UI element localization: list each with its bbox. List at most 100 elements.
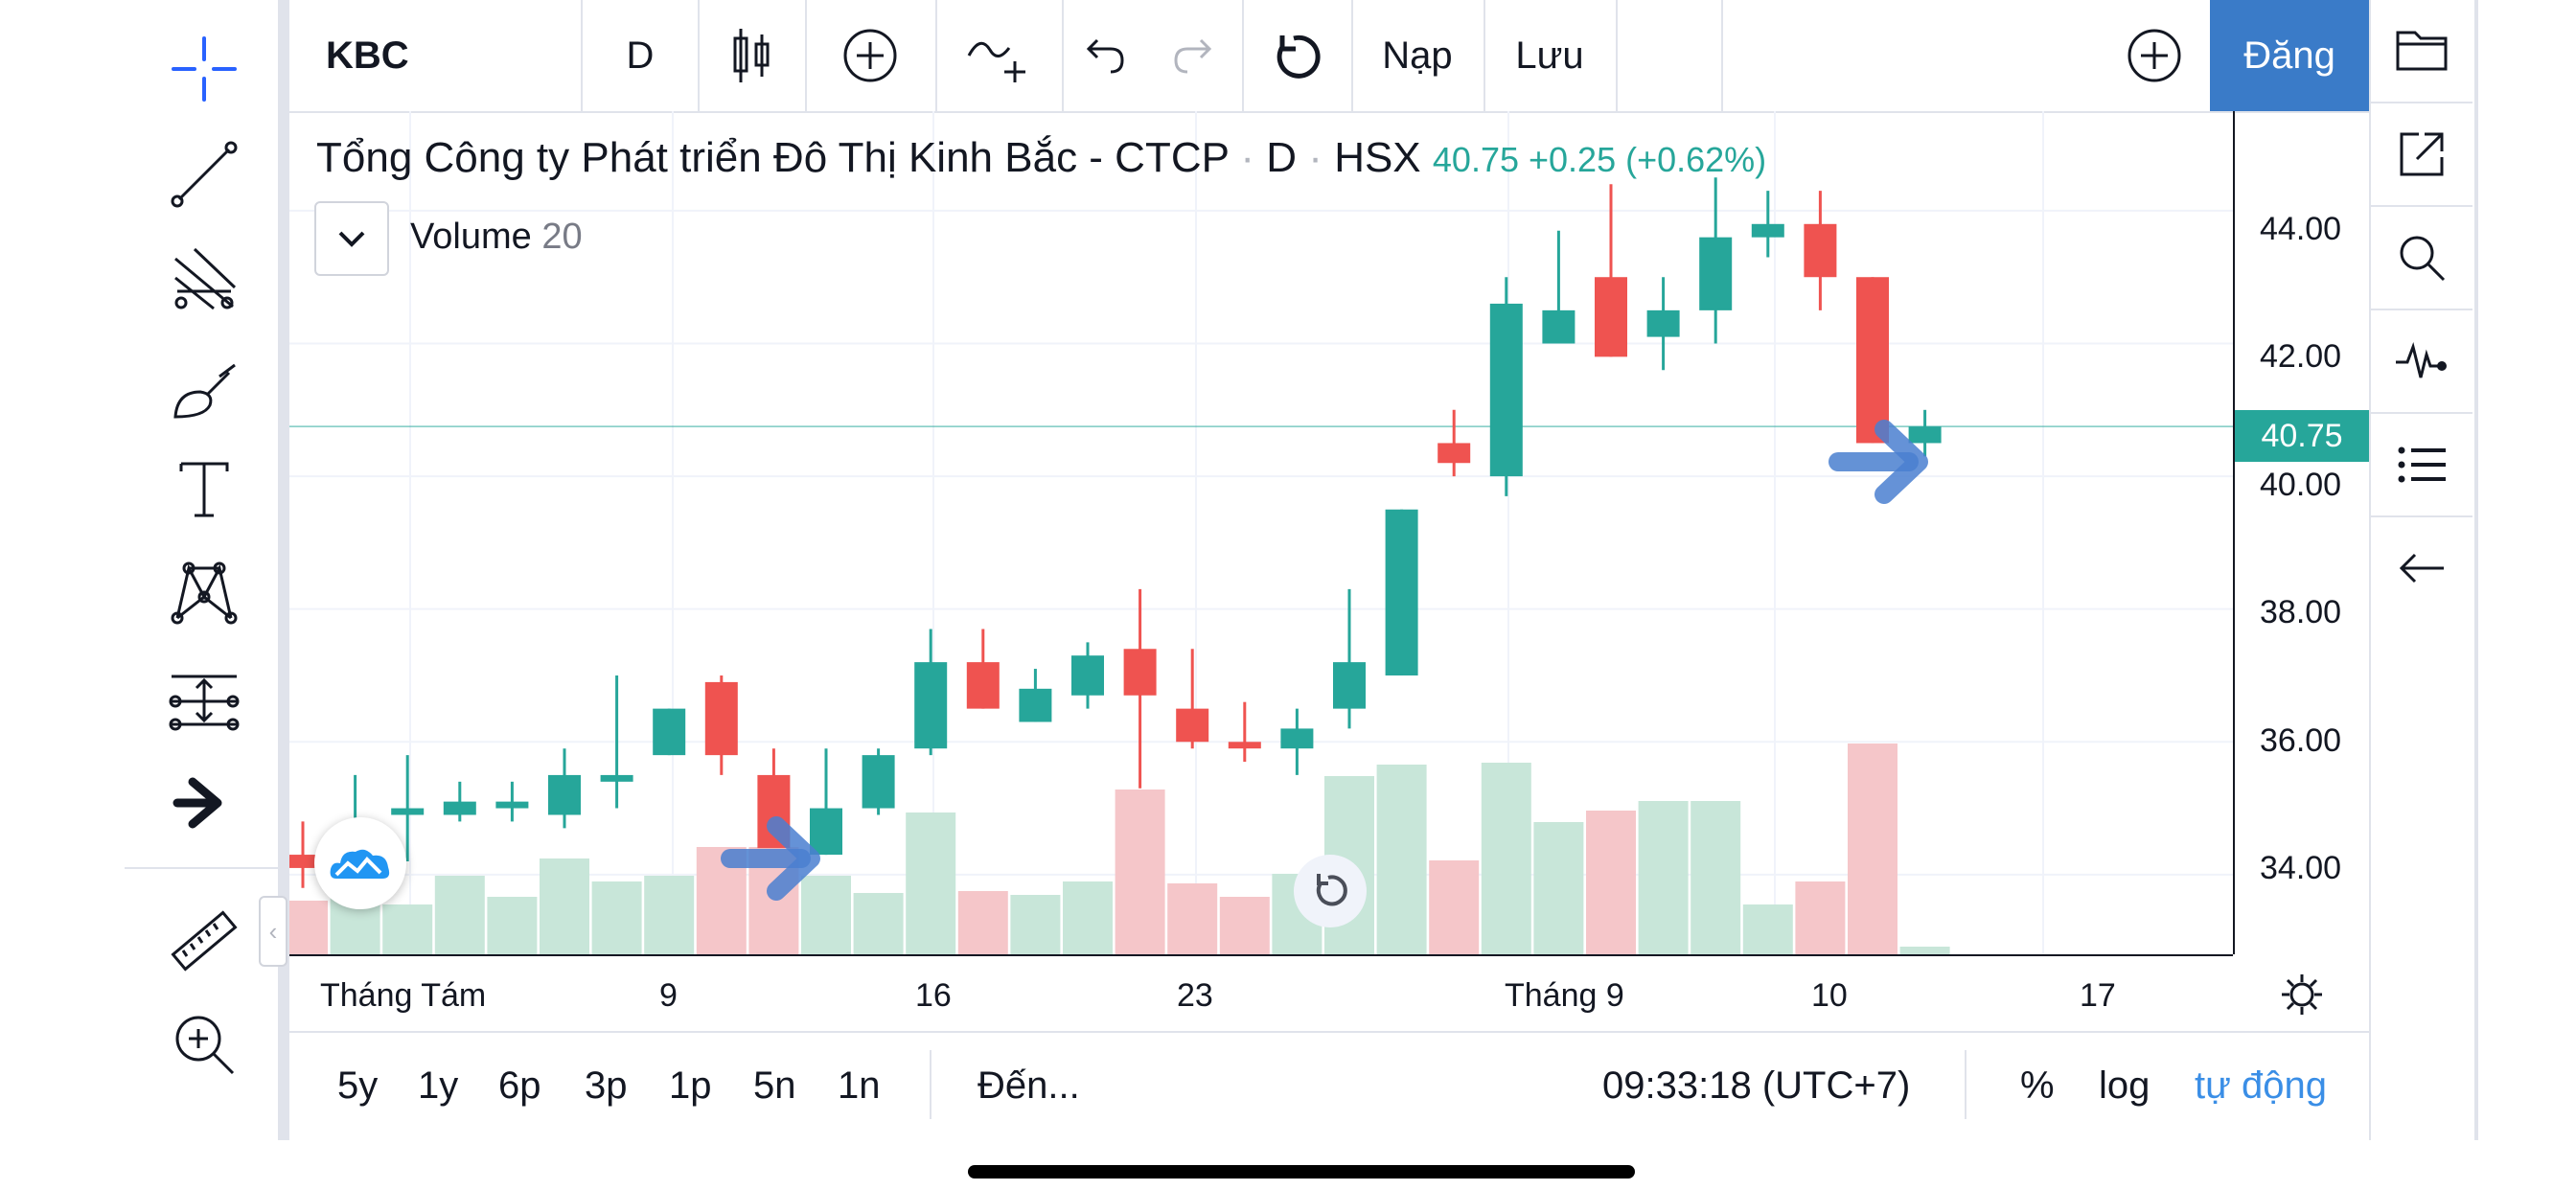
candle-body bbox=[704, 681, 738, 756]
volume-indicator-label[interactable]: Volume 20 bbox=[410, 217, 583, 258]
zoom-in-icon[interactable] bbox=[153, 1006, 255, 1083]
collapse-toolbar-handle[interactable]: ‹ bbox=[259, 896, 288, 967]
open-external-button[interactable] bbox=[2371, 103, 2472, 207]
range-1y[interactable]: 1y bbox=[418, 1064, 459, 1107]
back-button[interactable] bbox=[2371, 517, 2472, 619]
publish-button[interactable]: Đăng bbox=[2210, 0, 2369, 111]
interval-label: D bbox=[626, 34, 655, 77]
percent-toggle[interactable]: % bbox=[2020, 1064, 2055, 1107]
add-button[interactable] bbox=[2099, 0, 2210, 111]
pattern-icon[interactable] bbox=[153, 551, 255, 628]
home-indicator bbox=[968, 1165, 1635, 1179]
tradingview-logo[interactable] bbox=[314, 817, 406, 909]
watchlist-button[interactable] bbox=[2371, 414, 2472, 517]
chart-settings-button[interactable] bbox=[2273, 966, 2331, 1023]
redo-button[interactable] bbox=[1146, 0, 1244, 111]
legend-separator-1: · bbox=[1240, 134, 1255, 181]
volume-bar bbox=[1429, 860, 1480, 954]
arrow-tool-icon[interactable] bbox=[153, 765, 255, 841]
candle-body bbox=[1438, 443, 1471, 464]
search-button[interactable] bbox=[2371, 207, 2472, 310]
bottom-divider bbox=[930, 1050, 932, 1119]
range-1m[interactable]: 1p bbox=[669, 1064, 712, 1107]
clock-timezone[interactable]: 09:33:18 (UTC+7) bbox=[1602, 1064, 1911, 1107]
right-sidebar-edge bbox=[2474, 0, 2478, 1140]
trend-line-icon[interactable] bbox=[153, 136, 255, 213]
annotation-arrow[interactable] bbox=[721, 816, 820, 901]
redo-icon bbox=[1174, 38, 1212, 74]
legend-price-change: 40.75 +0.25 (+0.62%) bbox=[1432, 140, 1767, 179]
chart-legend: Tổng Công ty Phát triển Đô Thị Kinh Bắc … bbox=[316, 134, 1766, 182]
search-icon bbox=[2400, 236, 2446, 282]
candle-body bbox=[600, 774, 633, 782]
range-6m[interactable]: 6p bbox=[498, 1064, 541, 1107]
range-1d[interactable]: 1n bbox=[838, 1064, 881, 1107]
price-tick: 42.00 bbox=[2260, 338, 2342, 375]
load-label: Nạp bbox=[1382, 34, 1453, 77]
candle-body bbox=[1176, 708, 1209, 743]
candle-body bbox=[1646, 309, 1680, 337]
price-scale[interactable] bbox=[2233, 111, 2371, 954]
chart-type-button[interactable] bbox=[698, 0, 807, 111]
time-scale[interactable] bbox=[289, 954, 2233, 1033]
range-5d[interactable]: 5n bbox=[753, 1064, 796, 1107]
candle-body bbox=[862, 755, 895, 809]
volume-bar bbox=[801, 876, 851, 954]
annotation-arrow[interactable] bbox=[1828, 420, 1928, 504]
save-button[interactable]: Lưu bbox=[1484, 0, 1618, 111]
position-tool-icon[interactable] bbox=[153, 661, 255, 738]
text-tool-icon[interactable] bbox=[153, 450, 255, 527]
legend-title: Tổng Công ty Phát triển Đô Thị Kinh Bắc … bbox=[316, 134, 1230, 181]
candle-body bbox=[1908, 426, 1942, 444]
folder-button[interactable] bbox=[2371, 0, 2472, 103]
volume-collapse-toggle[interactable] bbox=[314, 201, 389, 276]
time-tick: 16 bbox=[915, 977, 952, 1014]
symbol-search-button[interactable]: KBC bbox=[289, 0, 583, 111]
volume-bar bbox=[1115, 790, 1165, 954]
pulse-button[interactable] bbox=[2371, 310, 2472, 414]
crosshair-icon[interactable] bbox=[153, 31, 255, 107]
interval-button[interactable]: D bbox=[583, 0, 700, 111]
reload-button[interactable] bbox=[1242, 0, 1353, 111]
log-toggle[interactable]: log bbox=[2099, 1064, 2150, 1107]
price-tick: 38.00 bbox=[2260, 594, 2342, 630]
ruler-icon[interactable] bbox=[153, 903, 255, 979]
candle-body bbox=[1280, 728, 1314, 749]
compare-button[interactable] bbox=[805, 0, 937, 111]
auto-scale-toggle[interactable]: tự động bbox=[2195, 1064, 2327, 1107]
legend-separator-2: · bbox=[1308, 134, 1322, 181]
load-button[interactable]: Nạp bbox=[1351, 0, 1485, 111]
gear-icon bbox=[2282, 974, 2322, 1015]
legend-exchange: HSX bbox=[1334, 134, 1421, 181]
candle-body bbox=[443, 801, 476, 815]
time-tick: Tháng Tám bbox=[320, 977, 487, 1014]
right-sidebar bbox=[2369, 0, 2476, 1140]
candle-body bbox=[1751, 223, 1784, 238]
volume-bar bbox=[1899, 947, 1950, 954]
volume-bar bbox=[1690, 801, 1741, 954]
undo-button[interactable] bbox=[1062, 0, 1146, 111]
legend-interval: D bbox=[1266, 134, 1298, 181]
candle-body bbox=[1228, 742, 1261, 749]
volume-bar bbox=[1848, 744, 1898, 954]
price-tick: 36.00 bbox=[2260, 722, 2342, 759]
volume-bar bbox=[1219, 897, 1270, 954]
volume-bar bbox=[1063, 881, 1113, 954]
candle-body bbox=[653, 708, 686, 756]
price-tick: 40.00 bbox=[2260, 467, 2342, 503]
candle-body bbox=[495, 801, 529, 809]
volume-bar bbox=[853, 893, 904, 954]
chart-plot[interactable] bbox=[289, 111, 2233, 954]
volume-bar bbox=[289, 901, 328, 954]
indicators-button[interactable] bbox=[935, 0, 1064, 111]
candle-body bbox=[914, 662, 948, 749]
range-5y[interactable]: 5y bbox=[337, 1064, 379, 1107]
reset-chart-button[interactable] bbox=[1294, 855, 1367, 927]
volume-bar bbox=[1638, 801, 1689, 954]
range-3m[interactable]: 3p bbox=[585, 1064, 628, 1107]
fib-retracement-icon[interactable] bbox=[153, 240, 255, 316]
candle-body bbox=[1699, 237, 1733, 310]
candle-body bbox=[548, 774, 581, 815]
brush-icon[interactable] bbox=[153, 350, 255, 426]
goto-date-button[interactable]: Đến... bbox=[978, 1064, 1080, 1107]
